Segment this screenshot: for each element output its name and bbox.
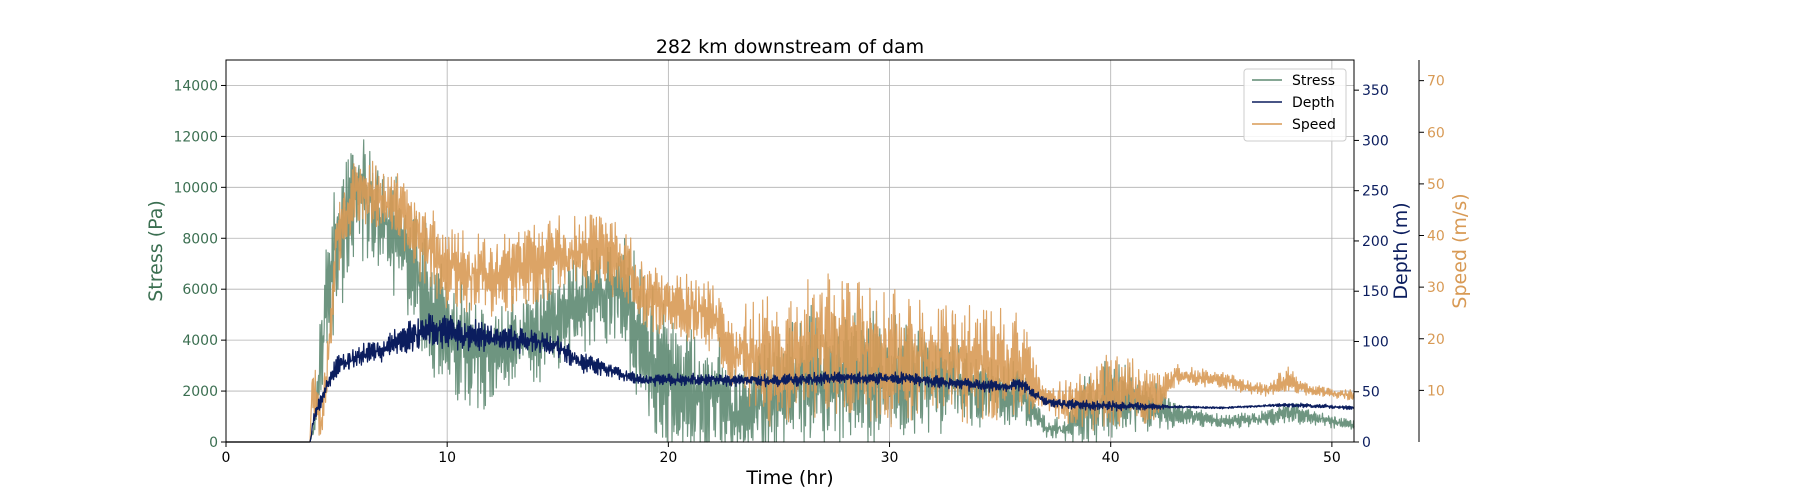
x-tick-label: 10: [438, 450, 456, 466]
depth-tick-label: 150: [1362, 284, 1389, 300]
speed-tick-label: 70: [1427, 74, 1445, 90]
stress-tick-label: 2000: [182, 384, 218, 400]
depth-tick-label: 50: [1362, 385, 1380, 401]
series-line-depth: [225, 313, 1355, 443]
stress-tick-label: 6000: [182, 282, 218, 298]
speed-tick-label: 40: [1427, 229, 1445, 245]
depth-tick-label: 100: [1362, 334, 1389, 350]
depth-tick-label: 300: [1362, 133, 1389, 149]
stress-tick-label: 0: [209, 435, 218, 451]
x-tick-label: 30: [881, 450, 899, 466]
plot-frame: [225, 59, 1355, 443]
x-tick-label: 50: [1323, 450, 1341, 466]
depth-tick-label: 0: [1362, 435, 1371, 451]
stress-tick-label: 4000: [182, 333, 218, 349]
legend: Stress Depth Speed: [1243, 68, 1347, 142]
depth-tick-label: 350: [1362, 83, 1389, 99]
stress-tick-label: 8000: [182, 231, 218, 247]
series-layer: [225, 139, 1355, 443]
x-tick-label: 0: [222, 450, 231, 466]
speed-axis-title: Speed (m/s): [1449, 193, 1471, 308]
speed-tick-label: 10: [1427, 383, 1445, 399]
legend-label-stress: Stress: [1292, 73, 1335, 89]
legend-label-speed: Speed: [1292, 117, 1336, 133]
depth-axis-title: Depth (m): [1390, 202, 1412, 299]
x-axis-title: Time (hr): [745, 467, 833, 489]
stress-tick-label: 14000: [173, 78, 218, 94]
speed-tick-label: 30: [1427, 280, 1445, 296]
legend-label-depth: Depth: [1292, 95, 1335, 111]
stress-tick-label: 12000: [173, 129, 218, 145]
legend-box: [1243, 68, 1347, 142]
speed-tick-label: 60: [1427, 125, 1445, 141]
speed-tick-label: 50: [1427, 177, 1445, 193]
speed-tick-label: 20: [1427, 332, 1445, 348]
chart-title: 282 km downstream of dam: [656, 36, 924, 58]
x-tick-label: 40: [1102, 450, 1120, 466]
x-tick-label: 20: [659, 450, 677, 466]
series-line-stress: [225, 139, 1355, 443]
stress-axis-title: Stress (Pa): [145, 200, 167, 302]
series-line-speed: [225, 160, 1355, 443]
stress-tick-label: 10000: [173, 180, 218, 196]
depth-tick-label: 200: [1362, 234, 1389, 250]
axis-layer: 0 10 20 30 40 5002000400060008000100001200014…: [173, 60, 1445, 466]
depth-tick-label: 250: [1362, 184, 1389, 200]
